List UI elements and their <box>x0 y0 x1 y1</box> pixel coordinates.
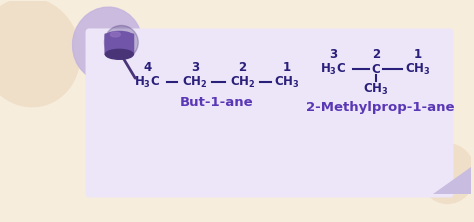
Polygon shape <box>433 167 471 194</box>
Text: $\mathregular{H_3C}$: $\mathregular{H_3C}$ <box>320 62 346 77</box>
Ellipse shape <box>420 144 474 204</box>
Text: But-1-ane: But-1-ane <box>180 95 254 109</box>
Text: $\mathregular{H_3C}$: $\mathregular{H_3C}$ <box>134 75 160 90</box>
FancyBboxPatch shape <box>104 34 134 55</box>
Text: 2: 2 <box>372 48 380 61</box>
Text: 3: 3 <box>329 48 337 61</box>
FancyBboxPatch shape <box>85 28 454 198</box>
Text: $\mathregular{C}$: $\mathregular{C}$ <box>371 63 381 76</box>
Text: $\mathregular{CH_3}$: $\mathregular{CH_3}$ <box>405 62 430 77</box>
Text: 2-Methylprop-1-ane: 2-Methylprop-1-ane <box>306 101 455 113</box>
Ellipse shape <box>73 7 142 82</box>
Ellipse shape <box>105 32 133 41</box>
Text: 4: 4 <box>143 61 151 74</box>
Ellipse shape <box>104 26 138 59</box>
Ellipse shape <box>0 0 80 107</box>
Ellipse shape <box>110 32 120 37</box>
Text: 1: 1 <box>414 48 422 61</box>
Text: 3: 3 <box>191 61 199 74</box>
Text: $\mathregular{CH_2}$: $\mathregular{CH_2}$ <box>182 75 208 90</box>
Text: $\mathregular{CH_3}$: $\mathregular{CH_3}$ <box>273 75 299 90</box>
Ellipse shape <box>105 49 133 59</box>
Text: $\mathregular{CH_3}$: $\mathregular{CH_3}$ <box>363 81 389 97</box>
Text: 1: 1 <box>283 61 291 74</box>
Text: $\mathregular{CH_2}$: $\mathregular{CH_2}$ <box>230 75 255 90</box>
Text: 2: 2 <box>238 61 247 74</box>
